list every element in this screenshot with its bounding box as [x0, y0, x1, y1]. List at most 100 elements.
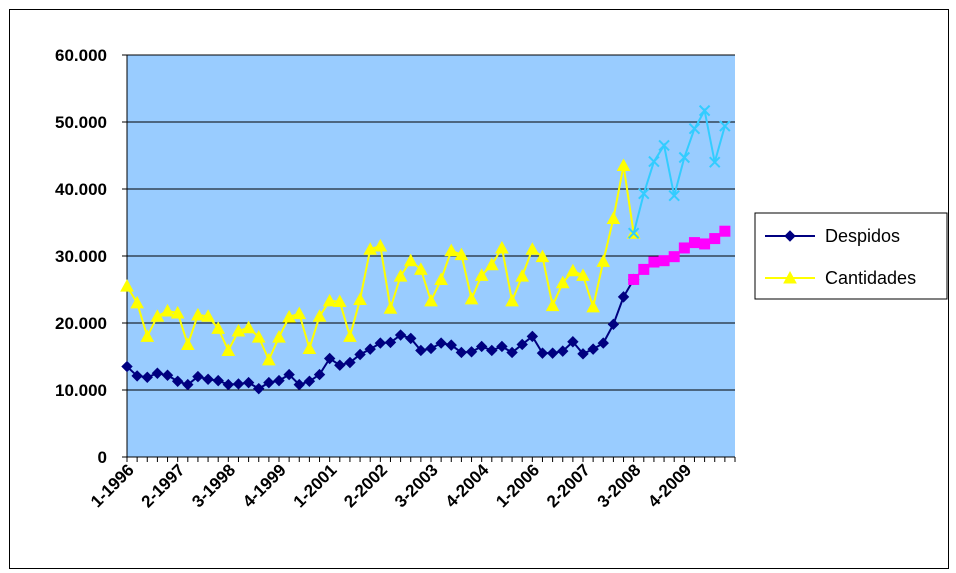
x-tick-label: 1-1996: [87, 460, 138, 511]
legend: Despidos Cantidades: [754, 212, 948, 300]
data-point: [415, 344, 427, 357]
data-point: [253, 382, 265, 395]
data-point: [292, 306, 307, 320]
data-point: [364, 343, 376, 355]
data-point: [182, 378, 194, 391]
data-point: [526, 330, 539, 343]
data-point: [668, 251, 680, 263]
data-point: [323, 352, 336, 365]
data-point: [516, 338, 528, 351]
x-tick-label: 2-2007: [543, 460, 594, 511]
data-point: [546, 347, 559, 359]
data-point: [222, 378, 235, 391]
data-point: [241, 320, 256, 334]
data-point: [272, 330, 286, 343]
data-point: [403, 253, 418, 267]
data-point: [262, 352, 276, 366]
y-tick-label: 20.000: [55, 314, 107, 333]
data-point: [161, 369, 174, 381]
data-point: [212, 374, 224, 387]
data-point: [312, 309, 327, 322]
data-point: [638, 263, 650, 275]
data-point: [445, 339, 457, 351]
data-point: [566, 263, 580, 277]
data-point: [384, 336, 397, 349]
data-point: [434, 272, 448, 285]
x-tick-label: 4-2004: [442, 460, 493, 511]
legend-box: [754, 212, 948, 300]
data-point: [293, 378, 305, 391]
data-point: [130, 295, 144, 309]
data-point: [464, 291, 479, 305]
data-point: [709, 233, 721, 245]
data-point: [638, 187, 650, 200]
data-point: [131, 370, 143, 382]
data-point: [495, 240, 509, 254]
data-point: [688, 237, 700, 249]
data-point: [658, 255, 670, 267]
data-point: [496, 340, 508, 353]
data-point: [273, 374, 285, 387]
x-tick-label: 3-2003: [391, 460, 442, 511]
data-point: [699, 238, 711, 250]
x-tick-label: 4-1999: [239, 460, 290, 511]
data-point: [586, 299, 600, 313]
grid-lines: [127, 54, 735, 391]
data-point: [414, 262, 428, 275]
x-tick-label: 3-1998: [188, 460, 239, 511]
data-point: [555, 275, 570, 289]
x-tick-label: 1-2006: [492, 460, 543, 511]
data-point: [201, 309, 215, 322]
data-point: [628, 273, 640, 285]
data-point: [180, 337, 195, 350]
data-point: [344, 356, 356, 369]
data-point: [525, 242, 540, 255]
data-point: [140, 329, 155, 342]
data-point: [474, 268, 489, 281]
data-point: [617, 291, 630, 303]
data-point: [332, 294, 347, 308]
data-point: [719, 120, 731, 132]
legend-marker: [783, 270, 797, 284]
data-point: [242, 376, 255, 389]
data-point: [627, 227, 640, 239]
y-tick-label: 50.000: [55, 113, 107, 132]
data-point: [393, 269, 408, 282]
y-tick-label: 30.000: [55, 247, 107, 266]
data-point: [363, 242, 378, 255]
data-point: [668, 189, 680, 202]
data-point: [484, 257, 499, 271]
data-point: [211, 321, 226, 334]
y-tick-label: 0: [98, 448, 107, 467]
data-point: [606, 211, 621, 224]
data-point: [535, 249, 550, 263]
series-line: [632, 107, 726, 234]
data-point: [678, 242, 690, 254]
series-layer: [120, 104, 731, 395]
data-point: [567, 336, 579, 348]
data-point: [587, 343, 599, 355]
data-point: [688, 122, 701, 135]
data-point: [455, 346, 468, 359]
data-point: [709, 156, 721, 168]
data-point: [596, 254, 611, 267]
x-tick-label: 2-1997: [138, 460, 189, 511]
data-point: [648, 256, 660, 268]
data-point: [465, 346, 478, 358]
x-tick-label: 1-2001: [290, 460, 341, 511]
data-point: [425, 342, 437, 355]
data-point: [170, 305, 185, 319]
data-point: [263, 376, 275, 389]
data-point: [607, 318, 620, 331]
data-point: [334, 359, 346, 371]
data-point: [302, 341, 317, 354]
data-point: [283, 368, 295, 381]
data-point: [251, 330, 266, 343]
data-point: [141, 371, 153, 383]
data-point: [698, 104, 711, 117]
data-point: [486, 344, 498, 357]
data-point: [545, 298, 560, 312]
data-point: [373, 238, 388, 252]
data-point: [151, 367, 164, 379]
